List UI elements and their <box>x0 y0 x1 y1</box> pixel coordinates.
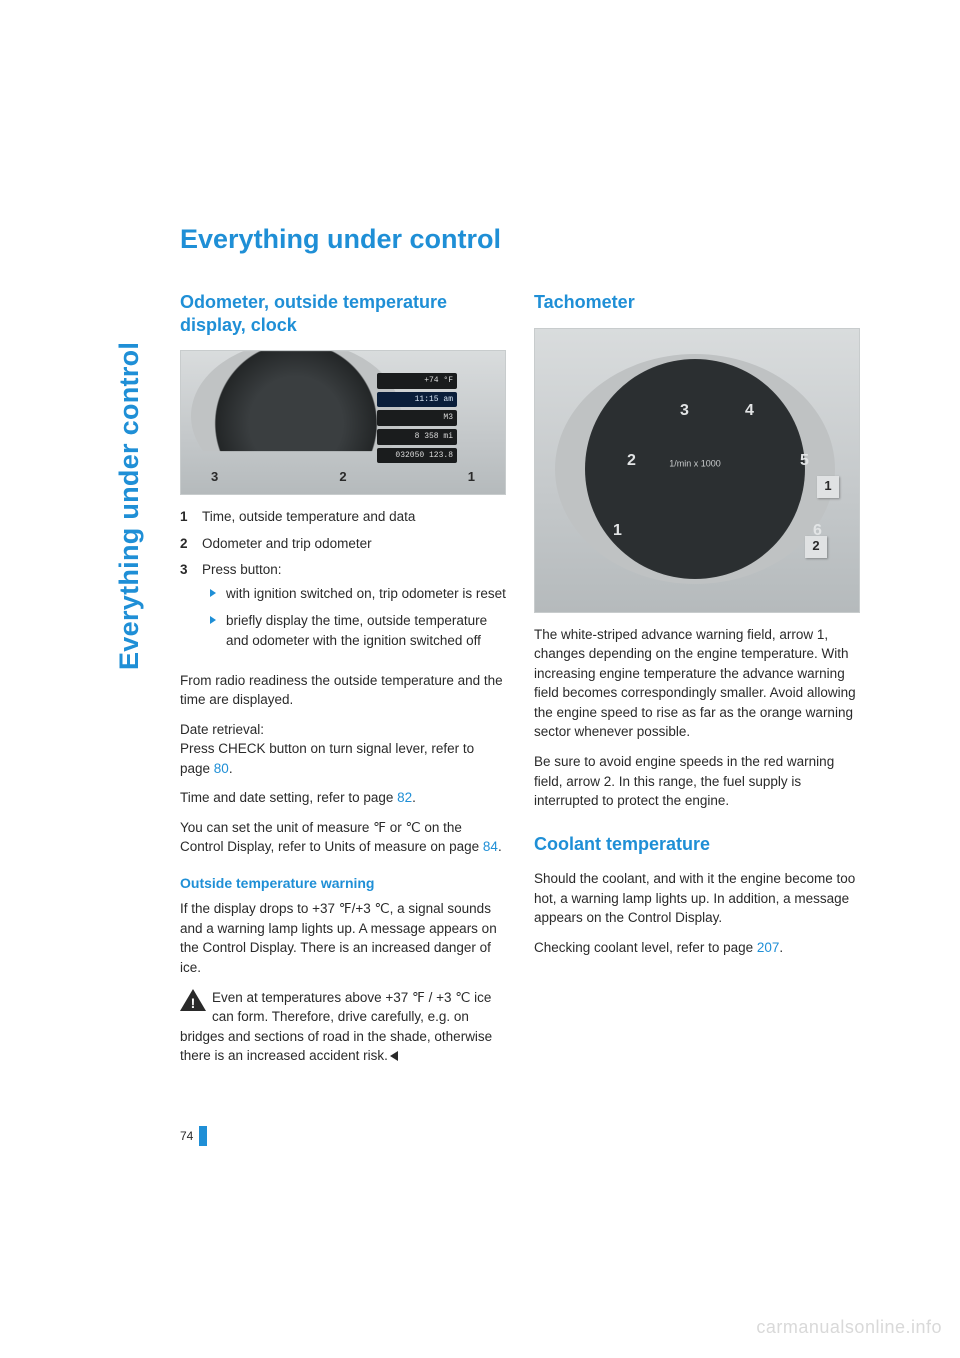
page-title: Everything under control <box>180 220 860 259</box>
callout-arrow-1: 1 <box>817 476 839 498</box>
warning-icon <box>180 989 206 1011</box>
right-column: Tachometer 1/min x 1000 1 2 3 4 5 6 1 2 <box>534 291 860 1076</box>
body-text: The white-striped advance warning field,… <box>534 625 860 742</box>
body-text: Checking coolant level, refer to page 20… <box>534 938 860 958</box>
legend-num: 2 <box>180 534 202 554</box>
legend-text: Press button: with ignition switched on,… <box>202 560 506 658</box>
left-column: Odometer, outside temperature display, c… <box>180 291 506 1076</box>
section-tachometer-heading: Tachometer <box>534 291 860 314</box>
body-text: From radio readiness the outside tempera… <box>180 671 506 710</box>
callout-arrow-2: 2 <box>805 536 827 558</box>
tach-num: 5 <box>800 449 809 472</box>
press-button-list: with ignition switched on, trip odometer… <box>202 584 506 651</box>
legend-num: 3 <box>180 560 202 658</box>
legend-num: 1 <box>180 507 202 527</box>
page-link-84[interactable]: 84 <box>483 839 498 854</box>
body-text: You can set the unit of measure ℉ or ℃ o… <box>180 818 506 857</box>
lcd-gear: M3 <box>377 410 457 426</box>
tachometer-figure: 1/min x 1000 1 2 3 4 5 6 1 2 <box>534 328 860 613</box>
watermark: carmanualsonline.info <box>756 1314 942 1340</box>
legend-item: 3 Press button: with ignition switched o… <box>180 560 506 658</box>
sidebar-chapter-title: Everything under control <box>110 342 149 670</box>
legend-text: Time, outside temperature and data <box>202 507 506 527</box>
end-marker-icon <box>390 1051 398 1061</box>
tach-num: 1 <box>613 519 622 542</box>
section-odometer-heading: Odometer, outside temperature display, c… <box>180 291 506 336</box>
tach-num: 4 <box>745 399 754 422</box>
body-text: Date retrieval: Press CHECK button on tu… <box>180 720 506 779</box>
body-text: Time and date setting, refer to page 82. <box>180 788 506 808</box>
legend-text: Odometer and trip odometer <box>202 534 506 554</box>
page-link-207[interactable]: 207 <box>757 940 780 955</box>
lcd-temp: +74 °F <box>377 373 457 389</box>
subheading-temp-warning: Outside temperature warning <box>180 873 506 893</box>
figure-callouts: 3 2 1 <box>181 468 505 488</box>
warning-block: Even at temperatures above +37 ℉ / +3 ℃ … <box>180 988 506 1066</box>
body-text: Be sure to avoid engine speeds in the re… <box>534 752 860 811</box>
legend-item: 2 Odometer and trip odometer <box>180 534 506 554</box>
tach-unit-label: 1/min x 1000 <box>669 458 721 471</box>
page-content: Everything under control Odometer, outsi… <box>180 220 860 1076</box>
page-number: 74 <box>180 1126 207 1146</box>
section-coolant-heading: Coolant temperature <box>534 833 860 856</box>
callout-3: 3 <box>211 468 218 488</box>
odometer-figure: +74 °F 11:15 am M3 8 358 mi 032050 123.8… <box>180 350 506 495</box>
list-item: with ignition switched on, trip odometer… <box>202 584 506 604</box>
callout-2: 2 <box>339 468 346 488</box>
callout-1: 1 <box>468 468 475 488</box>
lcd-range: 8 358 mi <box>377 429 457 445</box>
lcd-stack: +74 °F 11:15 am M3 8 358 mi 032050 123.8 <box>377 373 457 463</box>
page-link-82[interactable]: 82 <box>397 790 412 805</box>
tach-num: 3 <box>680 399 689 422</box>
list-item: briefly display the time, outside temper… <box>202 611 506 650</box>
body-text: If the display drops to +37 ℉/+3 ℃, a si… <box>180 899 506 977</box>
figure-legend: 1 Time, outside temperature and data 2 O… <box>180 507 506 658</box>
page-link-80[interactable]: 80 <box>214 761 229 776</box>
page-number-bar-icon <box>199 1126 207 1146</box>
lcd-time: 11:15 am <box>377 392 457 408</box>
body-text: Should the coolant, and with it the engi… <box>534 869 860 928</box>
legend-item: 1 Time, outside temperature and data <box>180 507 506 527</box>
lcd-odo: 032050 123.8 <box>377 448 457 464</box>
tach-num: 2 <box>627 449 636 472</box>
